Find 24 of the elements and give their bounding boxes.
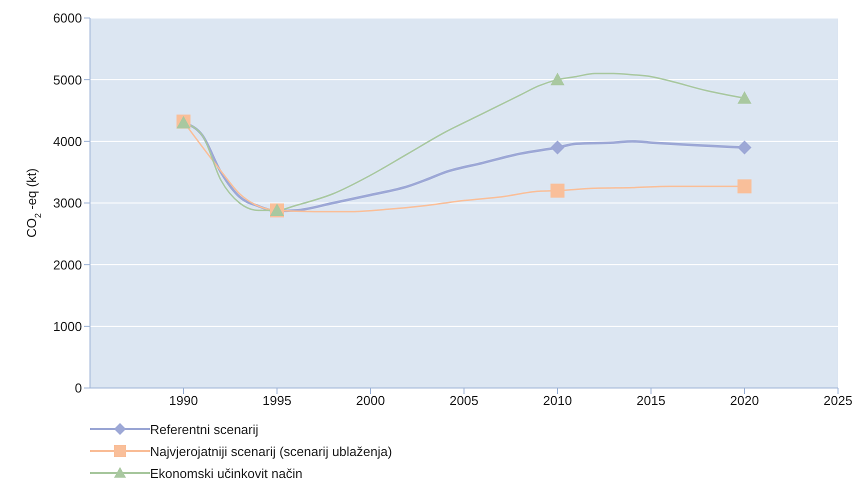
x-tick-label: 1995 <box>262 393 292 408</box>
legend-label: Referentni scenarij <box>150 422 258 436</box>
y-tick-label: 0 <box>74 380 82 396</box>
x-tick-label: 2020 <box>730 393 759 408</box>
x-tick-label: 2005 <box>450 393 478 408</box>
y-tick-label: 5000 <box>53 72 82 88</box>
y-tick-label: 3000 <box>53 196 82 211</box>
point <box>738 91 752 104</box>
x-tick-label: 2000 <box>356 393 385 408</box>
point <box>738 179 752 194</box>
legend-label: Najvjerojatniji scenarij (scenarij ublaženja) <box>150 444 392 458</box>
legend-label: Ekonomski učinkovit način <box>150 466 302 480</box>
x-tick-label: 2025 <box>824 393 852 408</box>
point <box>550 184 564 198</box>
y-tick-label: 4000 <box>53 134 82 149</box>
y-tick-label: 2000 <box>53 257 82 272</box>
x-tick-label: 2010 <box>543 393 572 408</box>
point <box>550 140 564 154</box>
y-tick-label: 1000 <box>53 318 82 334</box>
x-tick-label: 1990 <box>169 393 198 408</box>
y-tick-label: 6000 <box>53 10 82 26</box>
point <box>738 140 752 154</box>
x-tick-label: 2015 <box>636 393 666 408</box>
point <box>550 72 564 86</box>
